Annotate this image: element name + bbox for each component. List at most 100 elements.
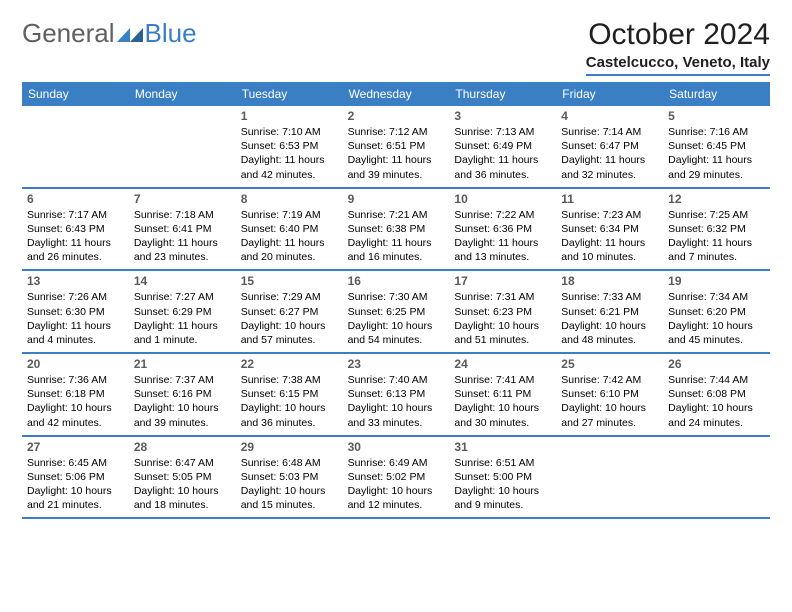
- daylight-text: Daylight: 10 hours and 15 minutes.: [241, 484, 338, 512]
- daylight-text: Daylight: 10 hours and 21 minutes.: [27, 484, 124, 512]
- daylight-text: Daylight: 11 hours and 10 minutes.: [561, 236, 658, 264]
- day-number: 25: [561, 357, 658, 371]
- sunrise-text: Sunrise: 7:30 AM: [348, 290, 445, 304]
- day-info: Sunrise: 7:30 AMSunset: 6:25 PMDaylight:…: [348, 290, 445, 347]
- sunrise-text: Sunrise: 7:18 AM: [134, 208, 231, 222]
- weekday-label: Wednesday: [343, 82, 450, 106]
- calendar-day-cell: 28Sunrise: 6:47 AMSunset: 5:05 PMDayligh…: [129, 437, 236, 518]
- sunset-text: Sunset: 5:02 PM: [348, 470, 445, 484]
- sunrise-text: Sunrise: 7:22 AM: [454, 208, 551, 222]
- day-number: 26: [668, 357, 765, 371]
- calendar-day-cell: 16 Sunrise: 7:30 AMSunset: 6:25 PMDayligh…: [343, 271, 450, 352]
- logo-text-general: General: [22, 18, 115, 49]
- calendar-week-row: 13 Sunrise: 7:26 AMSunset: 6:30 PMDayligh…: [22, 271, 770, 354]
- sunrise-text: Sunrise: 7:34 AM: [668, 290, 765, 304]
- sunset-text: Sunset: 6:30 PM: [27, 305, 124, 319]
- sunset-text: Sunset: 5:06 PM: [27, 470, 124, 484]
- sunrise-text: Sunrise: 7:29 AM: [241, 290, 338, 304]
- sunset-text: Sunset: 6:16 PM: [134, 387, 231, 401]
- calendar-day-cell: [663, 437, 770, 518]
- daylight-text: Daylight: 11 hours and 29 minutes.: [668, 153, 765, 181]
- calendar-day-cell: 3Sunrise: 7:13 AMSunset: 6:49 PMDaylight…: [449, 106, 556, 187]
- day-number: 15: [241, 274, 338, 288]
- sunset-text: Sunset: 6:08 PM: [668, 387, 765, 401]
- day-number: 6: [27, 192, 124, 206]
- calendar-day-cell: 8Sunrise: 7:19 AMSunset: 6:40 PMDaylight…: [236, 189, 343, 270]
- sunset-text: Sunset: 6:27 PM: [241, 305, 338, 319]
- daylight-text: Daylight: 11 hours and 39 minutes.: [348, 153, 445, 181]
- day-info: Sunrise: 6:45 AMSunset: 5:06 PMDaylight:…: [27, 456, 124, 513]
- sunset-text: Sunset: 5:05 PM: [134, 470, 231, 484]
- day-info: Sunrise: 7:18 AMSunset: 6:41 PMDaylight:…: [134, 208, 231, 265]
- calendar-day-cell: 17Sunrise: 7:31 AMSunset: 6:23 PMDayligh…: [449, 271, 556, 352]
- day-number: 18: [561, 274, 658, 288]
- daylight-text: Daylight: 11 hours and 23 minutes.: [134, 236, 231, 264]
- day-number: 24: [454, 357, 551, 371]
- day-info: Sunrise: 7:10 AMSunset: 6:53 PMDaylight:…: [241, 125, 338, 182]
- sunrise-text: Sunrise: 6:51 AM: [454, 456, 551, 470]
- calendar-day-cell: 4Sunrise: 7:14 AMSunset: 6:47 PMDaylight…: [556, 106, 663, 187]
- daylight-text: Daylight: 10 hours and 39 minutes.: [134, 401, 231, 429]
- daylight-text: Daylight: 10 hours and 51 minutes.: [454, 319, 551, 347]
- daylight-text: Daylight: 11 hours and 42 minutes.: [241, 153, 338, 181]
- calendar-day-cell: [556, 437, 663, 518]
- calendar-day-cell: 30 Sunrise: 6:49 AMSunset: 5:02 PMDayligh…: [343, 437, 450, 518]
- sunset-text: Sunset: 6:32 PM: [668, 222, 765, 236]
- daylight-text: Daylight: 11 hours and 26 minutes.: [27, 236, 124, 264]
- sunrise-text: Sunrise: 7:36 AM: [27, 373, 124, 387]
- sunrise-text: Sunrise: 7:38 AM: [241, 373, 338, 387]
- weekday-label: Monday: [129, 82, 236, 106]
- calendar-day-cell: 6Sunrise: 7:17 AMSunset: 6:43 PMDaylight…: [22, 189, 129, 270]
- daylight-text: Daylight: 10 hours and 33 minutes.: [348, 401, 445, 429]
- daylight-text: Daylight: 10 hours and 12 minutes.: [348, 484, 445, 512]
- day-info: Sunrise: 6:51 AMSunset: 5:00 PMDaylight:…: [454, 456, 551, 513]
- calendar-day-cell: 31Sunrise: 6:51 AMSunset: 5:00 PMDayligh…: [449, 437, 556, 518]
- daylight-text: Daylight: 10 hours and 27 minutes.: [561, 401, 658, 429]
- day-number: 29: [241, 440, 338, 454]
- daylight-text: Daylight: 10 hours and 57 minutes.: [241, 319, 338, 347]
- sunrise-text: Sunrise: 7:23 AM: [561, 208, 658, 222]
- day-info: Sunrise: 7:31 AMSunset: 6:23 PMDaylight:…: [454, 290, 551, 347]
- day-number: 13: [27, 274, 124, 288]
- sunset-text: Sunset: 6:41 PM: [134, 222, 231, 236]
- sunset-text: Sunset: 6:51 PM: [348, 139, 445, 153]
- daylight-text: Daylight: 10 hours and 30 minutes.: [454, 401, 551, 429]
- calendar-day-cell: [129, 106, 236, 187]
- daylight-text: Daylight: 10 hours and 54 minutes.: [348, 319, 445, 347]
- calendar-day-cell: 20Sunrise: 7:36 AMSunset: 6:18 PMDayligh…: [22, 354, 129, 435]
- day-number: 16: [348, 274, 445, 288]
- day-info: Sunrise: 7:33 AMSunset: 6:21 PMDaylight:…: [561, 290, 658, 347]
- day-number: 9: [348, 192, 445, 206]
- sunset-text: Sunset: 6:40 PM: [241, 222, 338, 236]
- sunrise-text: Sunrise: 7:19 AM: [241, 208, 338, 222]
- calendar-day-cell: 29 Sunrise: 6:48 AMSunset: 5:03 PMDayligh…: [236, 437, 343, 518]
- sunset-text: Sunset: 6:53 PM: [241, 139, 338, 153]
- weekday-label: Tuesday: [236, 82, 343, 106]
- sunrise-text: Sunrise: 7:42 AM: [561, 373, 658, 387]
- day-info: Sunrise: 7:37 AMSunset: 6:16 PMDaylight:…: [134, 373, 231, 430]
- sunrise-text: Sunrise: 7:37 AM: [134, 373, 231, 387]
- calendar-day-cell: 12Sunrise: 7:25 AMSunset: 6:32 PMDayligh…: [663, 189, 770, 270]
- sunset-text: Sunset: 6:23 PM: [454, 305, 551, 319]
- sunrise-text: Sunrise: 6:49 AM: [348, 456, 445, 470]
- day-info: Sunrise: 7:22 AMSunset: 6:36 PMDaylight:…: [454, 208, 551, 265]
- day-number: 28: [134, 440, 231, 454]
- day-info: Sunrise: 7:34 AMSunset: 6:20 PMDaylight:…: [668, 290, 765, 347]
- sunrise-text: Sunrise: 7:14 AM: [561, 125, 658, 139]
- sunrise-text: Sunrise: 7:21 AM: [348, 208, 445, 222]
- day-info: Sunrise: 6:48 AMSunset: 5:03 PMDaylight:…: [241, 456, 338, 513]
- day-number: 30: [348, 440, 445, 454]
- day-info: Sunrise: 7:23 AMSunset: 6:34 PMDaylight:…: [561, 208, 658, 265]
- calendar: Sunday Monday Tuesday Wednesday Thursday…: [22, 82, 770, 519]
- calendar-day-cell: 10Sunrise: 7:22 AMSunset: 6:36 PMDayligh…: [449, 189, 556, 270]
- day-info: Sunrise: 7:14 AMSunset: 6:47 PMDaylight:…: [561, 125, 658, 182]
- day-info: Sunrise: 7:26 AMSunset: 6:30 PMDaylight:…: [27, 290, 124, 347]
- location-subtitle: Castelcucco, Veneto, Italy: [586, 54, 770, 76]
- calendar-day-cell: 5Sunrise: 7:16 AMSunset: 6:45 PMDaylight…: [663, 106, 770, 187]
- sunrise-text: Sunrise: 7:10 AM: [241, 125, 338, 139]
- sunset-text: Sunset: 6:21 PM: [561, 305, 658, 319]
- daylight-text: Daylight: 11 hours and 7 minutes.: [668, 236, 765, 264]
- day-info: Sunrise: 7:29 AMSunset: 6:27 PMDaylight:…: [241, 290, 338, 347]
- calendar-day-cell: 26Sunrise: 7:44 AMSunset: 6:08 PMDayligh…: [663, 354, 770, 435]
- sunrise-text: Sunrise: 6:48 AM: [241, 456, 338, 470]
